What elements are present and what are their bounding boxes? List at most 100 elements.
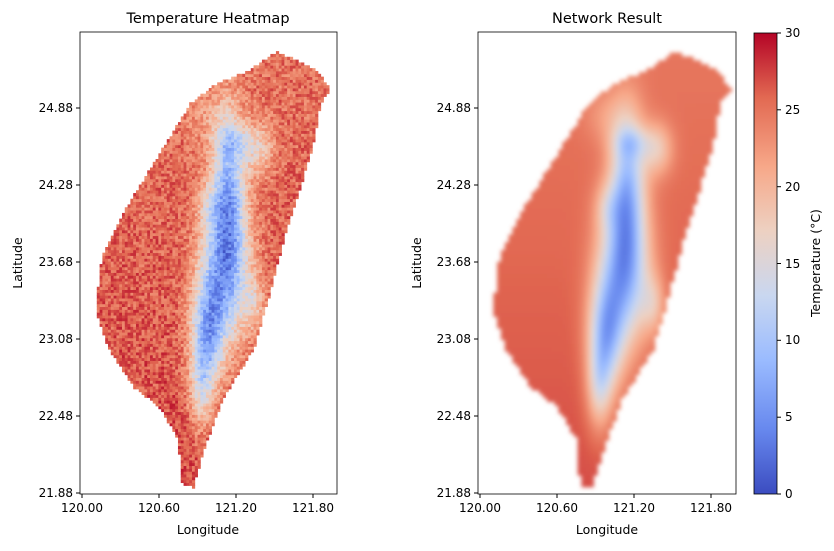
heatmap-cell (189, 184, 193, 188)
heatmap-cell (259, 272, 263, 276)
heatmap-cell (119, 258, 123, 262)
heatmap-cell (233, 295, 238, 299)
heatmap-cell (203, 255, 207, 259)
heatmap-cell (161, 173, 165, 177)
heatmap-cell (191, 221, 196, 225)
heatmap-cell (253, 261, 257, 265)
heatmap-cell (163, 255, 168, 259)
heatmap-cell (214, 258, 218, 262)
heatmap-cell (250, 306, 254, 310)
heatmap-cell (163, 272, 168, 276)
heatmap-cell (203, 335, 207, 339)
heatmap-cell (183, 462, 187, 467)
heatmap-cell (163, 403, 168, 407)
heatmap-cell (133, 329, 137, 333)
heatmap-cell (231, 281, 235, 285)
heatmap-cell (239, 255, 243, 259)
heatmap-cell (169, 229, 173, 234)
heatmap-cell (217, 218, 221, 222)
heatmap-cell (158, 363, 162, 367)
heatmap-cell (214, 292, 218, 296)
heatmap-cell (144, 286, 148, 290)
heatmap-cell (259, 229, 263, 234)
heatmap-cell (152, 397, 156, 401)
heatmap-cell (214, 221, 218, 225)
heatmap-cell (133, 349, 137, 353)
heatmap-cell (172, 300, 176, 305)
heatmap-cell (169, 400, 173, 404)
heatmap-cell (231, 369, 235, 373)
heatmap-cell (203, 224, 207, 228)
heatmap-cell (303, 164, 308, 168)
heatmap-cell (105, 269, 109, 273)
heatmap-cell (247, 258, 252, 262)
heatmap-cell (236, 207, 240, 211)
heatmap-cell (110, 320, 114, 325)
heatmap-cell (163, 212, 168, 217)
heatmap-cell (172, 352, 176, 356)
heatmap-cell (169, 403, 173, 407)
heatmap-cell (133, 366, 137, 370)
heatmap-cell (172, 224, 176, 228)
heatmap-cell (287, 198, 291, 202)
heatmap-cell (175, 352, 179, 356)
heatmap-cell (119, 303, 123, 308)
heatmap-cell (256, 235, 260, 239)
heatmap-cell (175, 272, 179, 276)
heatmap-cell (138, 244, 142, 248)
heatmap-cell (147, 258, 151, 262)
heatmap-cell (130, 346, 134, 350)
heatmap-cell (242, 181, 246, 185)
heatmap-cell (239, 224, 243, 228)
heatmap-cell (225, 281, 229, 285)
heatmap-cell (147, 352, 151, 356)
heatmap-cell (292, 201, 296, 205)
heatmap-cell (116, 300, 120, 305)
heatmap-cell (214, 360, 218, 364)
heatmap-cell (267, 252, 271, 256)
heatmap-cell (186, 420, 190, 424)
heatmap-cell (124, 218, 128, 222)
heatmap-cell (301, 167, 305, 171)
heatmap-cell (116, 272, 120, 276)
heatmap-cell (219, 354, 224, 359)
heatmap-cell (138, 317, 142, 322)
heatmap-cell (155, 164, 159, 168)
heatmap-cell (138, 187, 142, 191)
heatmap-cell (231, 335, 235, 339)
heatmap-cell (205, 317, 210, 322)
heatmap-cell (119, 340, 123, 344)
heatmap-cell (261, 275, 266, 279)
heatmap-cell (113, 229, 117, 234)
heatmap-cell (110, 289, 114, 293)
heatmap-cell (275, 184, 280, 188)
heatmap-cell (133, 207, 137, 211)
heatmap-cell (253, 323, 257, 327)
heatmap-cell (219, 283, 224, 288)
heatmap-cell (141, 235, 145, 239)
heatmap-cell (214, 218, 218, 222)
heatmap-cell (194, 388, 198, 393)
heatmap-cell (222, 363, 226, 367)
heatmap-cell (205, 204, 210, 208)
heatmap-cell (175, 286, 179, 290)
heatmap-cell (222, 258, 226, 262)
heatmap-cell (119, 247, 123, 251)
heatmap-cell (119, 354, 123, 359)
heatmap-cell (99, 306, 103, 310)
heatmap-cell (152, 360, 156, 364)
heatmap-cell (163, 210, 168, 214)
heatmap-cell (259, 252, 263, 256)
heatmap-cell (163, 357, 168, 361)
heatmap-cell (155, 320, 159, 325)
heatmap-cell (127, 218, 131, 222)
heatmap-cell (149, 340, 154, 344)
heatmap-cell (264, 298, 268, 302)
heatmap-cell (236, 210, 240, 214)
heatmap-cell (177, 388, 182, 393)
heatmap-cell (228, 201, 232, 205)
heatmap-cell (261, 187, 266, 191)
heatmap-cell (295, 195, 299, 200)
heatmap-cell (231, 161, 235, 166)
heatmap-cell (205, 278, 210, 282)
